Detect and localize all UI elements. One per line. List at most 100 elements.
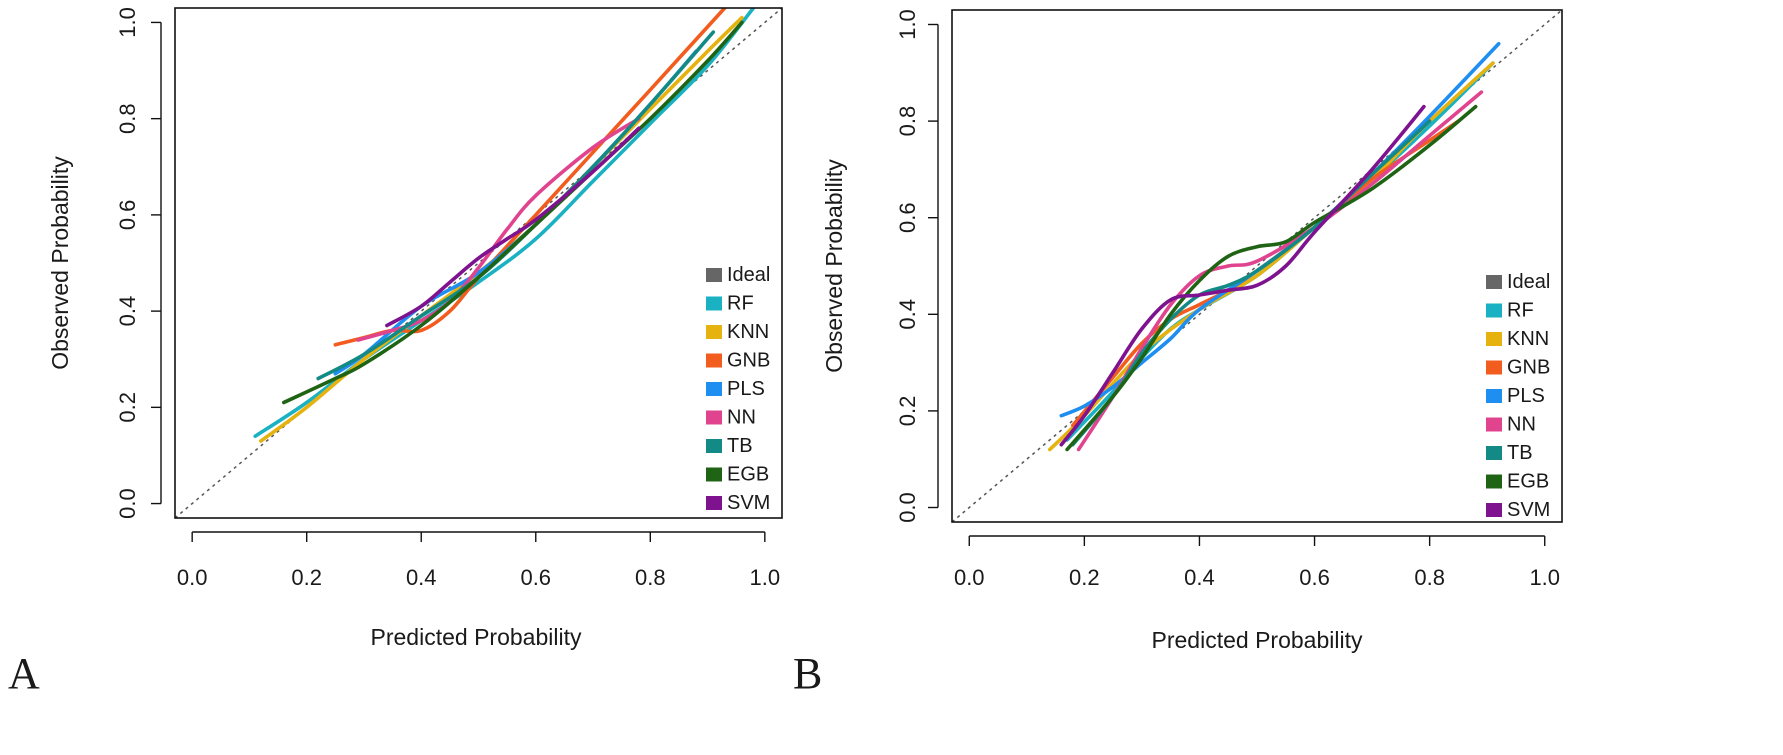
y-axis-title: Observed Probability	[47, 156, 73, 370]
legend-label: GNB	[727, 350, 770, 372]
legend: Ideal RF KNN GNB PLS NN TB EGB SVM	[706, 264, 770, 514]
legend-item-egb: EGB	[1486, 471, 1549, 493]
x-tick-label: 0.4	[1184, 565, 1215, 590]
legend-item-ideal: Ideal	[706, 264, 770, 286]
legend-label: EGB	[1507, 471, 1549, 493]
legend-swatch	[706, 439, 722, 453]
legend-label: KNN	[727, 321, 769, 343]
y-tick-label: 0.8	[115, 103, 140, 134]
legend-item-svm: SVM	[706, 492, 770, 514]
y-axis-title: Observed Probability	[821, 159, 847, 373]
legend-swatch	[1486, 474, 1502, 489]
legend-item-egb: EGB	[706, 464, 769, 486]
legend-swatch	[706, 353, 722, 368]
legend-item-pls: PLS	[1486, 385, 1545, 407]
series-line-nn	[356, 116, 641, 342]
series-line-egb	[1065, 104, 1478, 452]
legend-label: TB	[1507, 442, 1533, 464]
panel-B: 0.0 0.2 0.4 0.6 0.8 1.0 0.0 0.2 0.4 0.6 0.8 1.0 Pred…	[793, 9, 1563, 698]
x-tick-label: 0.4	[406, 565, 437, 590]
y-tick-label: 0.6	[895, 202, 920, 233]
plot-area	[253, 8, 756, 443]
x-tick-label: 0.8	[1414, 565, 1445, 590]
y-tick-label: 0.0	[895, 492, 920, 523]
plot-area	[1048, 42, 1501, 452]
x-tick-label: 0.6	[1299, 565, 1330, 590]
y-tick-label: 0.0	[115, 488, 140, 519]
legend-swatch	[1486, 389, 1502, 403]
x-tick-label: 0.0	[954, 565, 985, 590]
legend-item-rf: RF	[1486, 300, 1534, 322]
legend-label: Ideal	[727, 264, 770, 286]
series-line-tb	[1071, 119, 1432, 447]
legend-label: PLS	[1507, 385, 1545, 407]
x-tick-label: 0.6	[520, 565, 551, 590]
legend-swatch	[1486, 417, 1502, 432]
x-tick-label: 0.8	[635, 565, 666, 590]
y-tick-label: 0.8	[895, 106, 920, 137]
legend-swatch	[1486, 275, 1502, 289]
series-line-egb	[282, 20, 744, 405]
y-tick-label: 1.0	[115, 7, 140, 38]
x-axis-title: Predicted Probability	[1152, 627, 1363, 653]
legend-item-pls: PLS	[706, 378, 765, 400]
series-line-gnb	[333, 8, 727, 347]
series-line-svm	[385, 126, 641, 328]
x-tick-label: 1.0	[1529, 565, 1560, 590]
legend: Ideal RF KNN GNB PLS NN TB EGB SVM	[1486, 271, 1550, 521]
legend-item-nn: NN	[706, 407, 756, 429]
legend-swatch	[1486, 503, 1502, 517]
x-tick-label: 0.2	[291, 565, 322, 590]
legend-swatch	[706, 467, 722, 482]
legend-swatch	[1486, 446, 1502, 460]
legend-swatch	[1486, 303, 1502, 318]
panel-letter: B	[793, 649, 822, 698]
legend-swatch	[1486, 360, 1502, 375]
y-tick-label: 0.6	[115, 200, 140, 231]
legend-swatch	[706, 496, 722, 510]
legend-label: GNB	[1507, 357, 1550, 379]
x-tick-label: 0.0	[177, 565, 208, 590]
series-line-svm	[1059, 104, 1426, 447]
series-line-nn	[1076, 90, 1484, 452]
legend-item-knn: KNN	[706, 321, 769, 343]
legend-item-knn: KNN	[1486, 328, 1549, 350]
legend-label: SVM	[727, 492, 770, 514]
y-tick-label: 0.4	[115, 296, 140, 327]
y-tick-label: 1.0	[895, 9, 920, 40]
legend-swatch	[706, 296, 722, 311]
y-tick-label: 0.2	[115, 392, 140, 423]
legend-label: RF	[727, 293, 754, 315]
legend-label: PLS	[727, 378, 765, 400]
legend-label: NN	[727, 407, 756, 429]
legend-label: TB	[727, 435, 753, 457]
legend-label: KNN	[1507, 328, 1549, 350]
panel-A: 0.0 0.2 0.4 0.6 0.8 1.0 0.0 0.2 0.4 0.6 0.8 1.0 Pred…	[8, 7, 783, 698]
legend-swatch	[706, 382, 722, 396]
legend-swatch	[706, 410, 722, 425]
plot-frame	[174, 7, 783, 519]
legend-swatch	[1486, 332, 1502, 346]
x-axis-title: Predicted Probability	[371, 624, 582, 650]
legend-label: SVM	[1507, 499, 1550, 521]
legend-label: RF	[1507, 300, 1534, 322]
legend-item-gnb: GNB	[1486, 357, 1550, 379]
legend-label: NN	[1507, 414, 1536, 436]
legend-label: Ideal	[1507, 271, 1550, 293]
x-tick-label: 0.2	[1069, 565, 1100, 590]
legend-label: EGB	[727, 464, 769, 486]
legend-item-svm: SVM	[1486, 499, 1550, 521]
legend-item-tb: TB	[1486, 442, 1533, 464]
legend-item-nn: NN	[1486, 414, 1536, 436]
plot-frame	[951, 9, 1563, 523]
legend-item-rf: RF	[706, 293, 754, 315]
x-tick-label: 1.0	[750, 565, 781, 590]
legend-item-tb: TB	[706, 435, 753, 457]
panel-letter: A	[8, 649, 40, 698]
legend-swatch	[706, 325, 722, 339]
legend-swatch	[706, 268, 722, 282]
y-tick-label: 0.2	[895, 396, 920, 427]
legend-item-ideal: Ideal	[1486, 271, 1550, 293]
legend-item-gnb: GNB	[706, 350, 770, 372]
